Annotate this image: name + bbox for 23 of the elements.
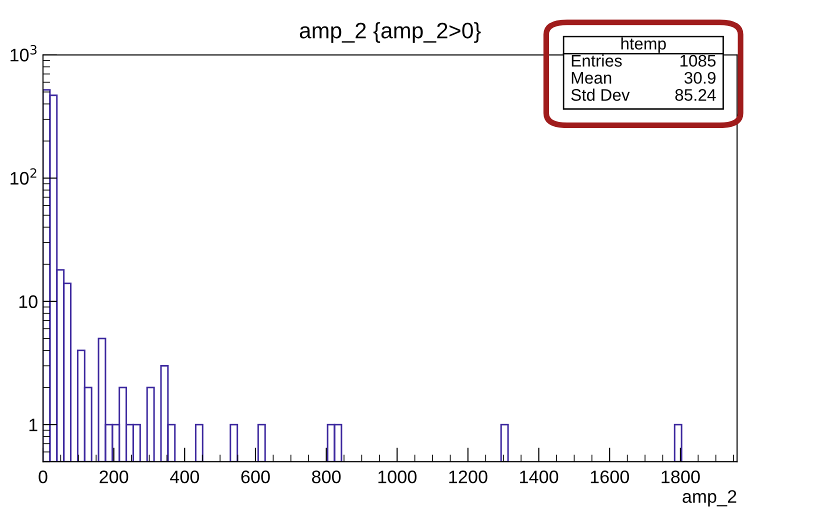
x-tick-label: 600 [241, 470, 270, 484]
x-tick-label: 1400 [520, 470, 558, 484]
x-tick-label: 0 [38, 470, 48, 484]
annotation: 85.24 [675, 89, 716, 101]
x-axis-title: amp_2 [682, 490, 736, 506]
y-tick-label: 1 [29, 418, 38, 432]
annotation: Mean [572, 72, 612, 84]
x-tick-label: 800 [312, 470, 341, 484]
annotation: Std Dev [571, 88, 630, 101]
x-tick-label: 200 [100, 470, 128, 484]
y-tick-label: 10$^{3}$ [10, 45, 37, 62]
y-tick-label: 10$^{2}$ [10, 168, 36, 185]
x-tick-label: 1800 [662, 470, 700, 484]
x-tick-label: 400 [170, 470, 200, 484]
x-tick-label: 1600 [590, 470, 629, 484]
annotation: Entries [572, 54, 622, 67]
text: htemp [621, 37, 666, 53]
chart-title: amp_2 {amp_2>0} [300, 22, 481, 43]
annotation: 30.9 [684, 72, 716, 84]
x-tick-label: 1200 [449, 470, 488, 484]
annotation: 1085 [680, 54, 716, 67]
y-tick-label: 10 [19, 295, 38, 308]
x-tick-label: 1000 [378, 470, 417, 484]
